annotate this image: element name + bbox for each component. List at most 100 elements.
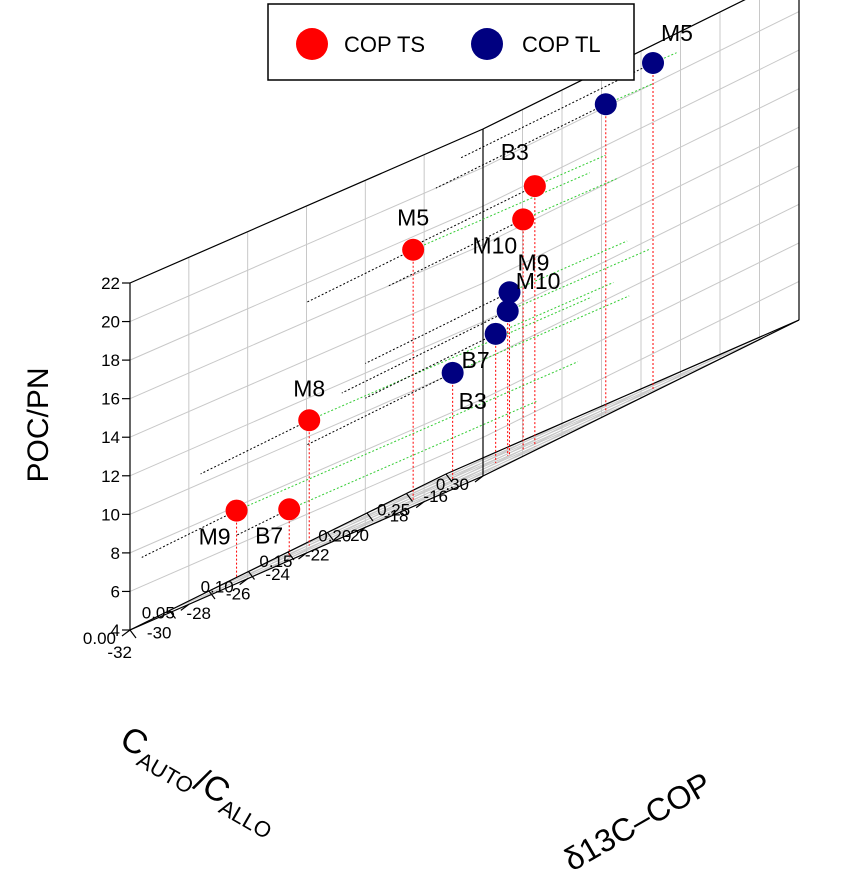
x-tick-label: -20 (344, 526, 369, 545)
z-tick-label: 14 (101, 428, 120, 447)
gridline-back-z (482, 126, 800, 284)
marks-layer: B7M9M8M5B3M10M8M5M9B7M10B3 (141, 20, 693, 579)
z-tick-label: 16 (101, 390, 120, 409)
y-tick-label: 0.30 (436, 475, 469, 494)
back-wall-line (412, 172, 590, 251)
x-tick-mark (366, 512, 374, 522)
back-wall-line (236, 361, 578, 512)
legend-box (267, 3, 635, 81)
back-wall-line (507, 249, 650, 312)
z-tick-label: 10 (101, 505, 120, 524)
gridline-floor-y (423, 345, 741, 503)
x-tick-mark (169, 610, 176, 619)
gridline-left-z (129, 359, 484, 515)
y-tick-mark (415, 501, 425, 509)
data-point-label: M5 (661, 20, 693, 46)
data-point-label: M10 (472, 232, 517, 258)
z-tick-label: 4 (111, 621, 120, 640)
legend-marker-cop-ts (296, 28, 328, 60)
data-point-label: B7 (462, 347, 490, 373)
z-axis-title: POC/PN (22, 367, 55, 482)
legend: COP TS COP TL (267, 3, 635, 81)
data-point-label: M10 (516, 268, 561, 294)
data-point (512, 208, 535, 231)
data-point (523, 175, 546, 198)
left-wall-line (365, 291, 510, 364)
gridline-floor-y (247, 422, 564, 580)
gridline-back-z (482, 280, 800, 438)
left-wall-line (388, 218, 524, 287)
frame-edge (445, 319, 800, 475)
x-tick-label: -30 (147, 624, 172, 643)
x-tick-label: -26 (226, 585, 251, 604)
gridline-floor-y (306, 396, 623, 554)
y-axis-title: CAUTO/CALLO (112, 719, 286, 844)
data-point (484, 322, 507, 345)
left-wall-line (306, 372, 453, 446)
gridline-left-z (129, 205, 484, 361)
data-point-label: M9 (518, 249, 550, 275)
y-axis-title-sub1: AUTO (133, 747, 198, 799)
grid-layer (129, 0, 800, 631)
x-tick-mark (406, 493, 413, 502)
data-point (298, 409, 321, 432)
axes-layer: 4 6 8 10 12 14 16 18 20 22 0.00 0.05 0.10 0.15 0.20 0.2… (83, 0, 800, 662)
legend-label-cop-tl: COP TL (522, 32, 601, 57)
left-wall-line (341, 310, 508, 394)
back-wall-line (452, 295, 630, 374)
y-tick-label: 0.25 (377, 501, 410, 520)
y-tick-mark (474, 475, 484, 483)
gridline-left-z (129, 321, 484, 477)
gridline-left-z (129, 244, 484, 400)
data-point-label: B3 (501, 139, 529, 165)
data-point (441, 361, 464, 384)
gridline-back-z (482, 242, 800, 400)
data-point (594, 93, 617, 116)
y-axis-title-sub2: ALLO (215, 794, 276, 844)
gridline-back-z (482, 88, 800, 246)
left-wall-line (435, 103, 607, 189)
x-tick-label: -28 (186, 604, 211, 623)
y-tick-mark (356, 526, 366, 534)
left-wall-line (200, 419, 310, 475)
x-tick-mark (208, 590, 216, 600)
data-point (498, 281, 521, 304)
data-point-label: B7 (255, 522, 283, 548)
x-axis-title: δ13C–COP (558, 765, 718, 878)
legend-marker-cop-tl (471, 28, 503, 60)
z-tick-label: 18 (101, 351, 120, 370)
left-wall-line (141, 510, 237, 558)
gridline-back-z (482, 203, 800, 361)
back-wall-line (509, 240, 628, 293)
y-tick-label: 0.15 (259, 552, 292, 571)
data-point-label: M8 (293, 375, 325, 401)
z-tick-label: 22 (101, 274, 120, 293)
left-wall-line (412, 185, 536, 247)
z-tick-label: 20 (101, 313, 120, 332)
gridline-left-z (129, 398, 484, 554)
data-point-label: B3 (459, 388, 487, 414)
y-tick-label: 0.10 (201, 578, 234, 597)
back-wall-line (522, 177, 618, 220)
z-tick-label: 8 (111, 544, 120, 563)
y-tick-mark (298, 552, 307, 560)
x-tick-label: -18 (384, 507, 409, 526)
data-point-label: M5 (397, 205, 429, 231)
y-tick-label: 0.00 (83, 629, 116, 648)
data-point-label: M9 (199, 524, 231, 550)
y-tick-mark (121, 629, 131, 637)
x-tick-label: -16 (423, 487, 448, 506)
data-point (402, 238, 425, 261)
x-tick-mark (129, 629, 137, 639)
data-point (642, 51, 665, 74)
back-wall-line (495, 282, 614, 335)
frame-edge (482, 0, 746, 130)
data-point (496, 300, 519, 323)
left-wall-line (365, 333, 496, 399)
gridline-left-z (129, 167, 484, 323)
z-tick-label: 6 (111, 582, 120, 601)
y-tick-mark (180, 603, 190, 611)
x-tick-mark (445, 473, 453, 483)
x-tick-mark (327, 532, 334, 541)
